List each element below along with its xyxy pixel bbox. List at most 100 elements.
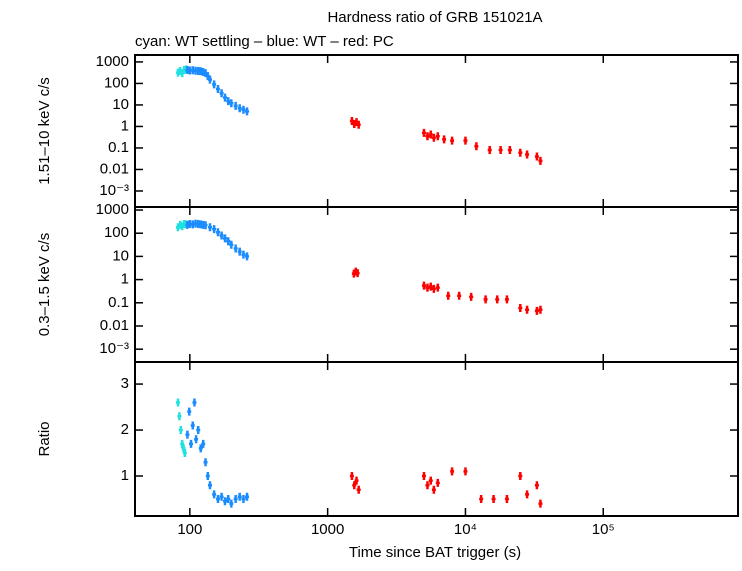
y-tick-label: 10 (112, 96, 129, 113)
data-point (212, 80, 217, 89)
x-tick-label: 1000 (311, 521, 344, 538)
data-point (203, 458, 208, 467)
y-tick-label: 1 (121, 117, 129, 134)
data-point (223, 234, 228, 243)
data-point (219, 231, 224, 240)
data-point (237, 104, 242, 113)
data-point (189, 439, 194, 448)
data-point (190, 421, 195, 430)
data-point (198, 444, 203, 453)
data-point (518, 148, 523, 157)
y-tick-label: 2 (121, 421, 129, 438)
data-point (219, 89, 224, 98)
y-tick-label: 1 (121, 467, 129, 484)
data-point (352, 481, 357, 490)
data-point (534, 152, 539, 161)
data-point (207, 481, 212, 490)
plot-frame (134, 361, 739, 517)
data-point (233, 244, 238, 253)
y-tick-label: 100 (104, 224, 129, 241)
y-axis-label: 0.3–1.5 keV c/s (36, 233, 53, 336)
data-point (237, 492, 242, 501)
x-tick-label: 100 (177, 521, 202, 538)
data-point (245, 252, 250, 261)
data-point (421, 472, 426, 481)
data-point (212, 225, 217, 234)
plot-frame (134, 206, 739, 363)
data-point (442, 135, 447, 144)
data-point (177, 412, 182, 421)
data-point (446, 291, 451, 300)
y-tick-label: 0.1 (108, 294, 129, 311)
data-point (196, 426, 201, 435)
data-point (463, 467, 468, 476)
data-point (431, 133, 436, 142)
data-point (525, 150, 530, 159)
data-point (226, 97, 231, 106)
data-point (435, 132, 440, 141)
data-point (215, 85, 220, 94)
data-point (469, 292, 474, 301)
data-point (233, 101, 238, 110)
data-point (428, 130, 433, 139)
data-point (203, 221, 208, 230)
data-point (241, 250, 246, 259)
y-tick-label: 10⁻³ (99, 182, 129, 199)
data-point (487, 146, 492, 155)
data-point (241, 105, 246, 114)
chart-title: Hardness ratio of GRB 151021A (327, 9, 542, 26)
data-point (474, 142, 479, 151)
data-point (504, 494, 509, 503)
data-point (356, 485, 361, 494)
data-point (534, 306, 539, 315)
data-point (450, 467, 455, 476)
data-point (518, 472, 523, 481)
data-point (354, 476, 359, 485)
y-tick-label: 10 (112, 247, 129, 264)
data-point (223, 497, 228, 506)
data-point (229, 499, 234, 508)
data-point (207, 223, 212, 232)
data-point (226, 237, 231, 246)
data-point (421, 128, 426, 137)
data-point (525, 305, 530, 314)
data-point (201, 439, 206, 448)
data-point (241, 494, 246, 503)
data-point (504, 295, 509, 304)
x-tick-label: 10⁵ (592, 521, 615, 538)
y-tick-label: 1000 (96, 53, 129, 70)
data-point (182, 449, 187, 458)
data-point (425, 481, 430, 490)
data-point (507, 146, 512, 155)
data-point (178, 426, 183, 435)
data-point (425, 132, 430, 141)
data-point (192, 398, 197, 407)
y-tick-label: 3 (121, 375, 129, 392)
data-point (538, 156, 543, 165)
data-point (181, 444, 186, 453)
data-point (233, 494, 238, 503)
data-point (207, 75, 212, 84)
data-point (498, 146, 503, 155)
data-point (185, 430, 190, 439)
data-point (518, 303, 523, 312)
data-point (229, 99, 234, 108)
y-tick-label: 100 (104, 74, 129, 91)
data-point (428, 282, 433, 291)
data-point (491, 494, 496, 503)
data-point (215, 228, 220, 237)
data-point (356, 120, 361, 129)
data-point (205, 472, 210, 481)
data-point (355, 269, 360, 278)
data-point (538, 499, 543, 508)
y-tick-label: 0.01 (100, 317, 129, 334)
data-point (538, 305, 543, 314)
data-point (457, 291, 462, 300)
data-point (245, 492, 250, 501)
data-point (194, 435, 199, 444)
data-point (180, 439, 185, 448)
data-point (212, 490, 217, 499)
data-point (219, 492, 224, 501)
chart-subtitle: cyan: WT settling – blue: WT – red: PC (135, 33, 394, 50)
